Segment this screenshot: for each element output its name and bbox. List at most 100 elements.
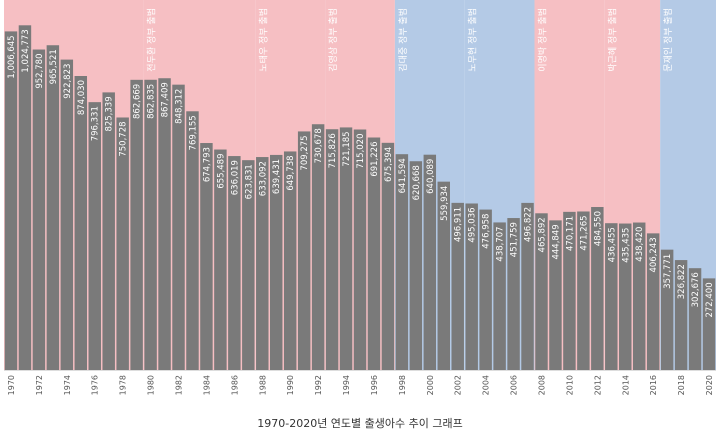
value-label: 715,020 bbox=[356, 133, 366, 168]
value-label: 796,331 bbox=[91, 106, 101, 141]
value-label: 451,759 bbox=[510, 222, 520, 257]
value-label: 1,006,645 bbox=[7, 35, 17, 78]
value-labels: 1,006,645 1,024,773 952,780 965,521 922,823 8… bbox=[7, 29, 715, 317]
value-label: 848,312 bbox=[175, 89, 185, 124]
x-tick-label: 1998 bbox=[398, 375, 407, 395]
value-label: 674,793 bbox=[202, 147, 212, 182]
x-tick-label: 1996 bbox=[370, 375, 379, 395]
value-label: 272,400 bbox=[705, 282, 715, 317]
x-tick-label: 1988 bbox=[258, 375, 267, 395]
bar bbox=[18, 25, 32, 371]
value-label: 326,822 bbox=[677, 264, 687, 299]
bar bbox=[660, 249, 674, 370]
bar bbox=[214, 149, 227, 370]
x-tick-label: 2012 bbox=[593, 375, 602, 395]
era-label: 노태우 정부 출범 bbox=[258, 8, 269, 72]
x-tick-label: 1990 bbox=[286, 375, 295, 395]
value-label: 965,521 bbox=[49, 49, 59, 84]
value-label: 655,489 bbox=[216, 154, 226, 189]
bar bbox=[423, 154, 437, 370]
value-label: 640,089 bbox=[426, 159, 436, 194]
bar bbox=[74, 76, 88, 370]
bar bbox=[325, 129, 339, 370]
x-tick-label: 2020 bbox=[705, 375, 714, 395]
value-label: 435,435 bbox=[621, 228, 631, 263]
bar bbox=[465, 203, 478, 370]
x-tick-label: 2000 bbox=[426, 375, 435, 395]
value-label: 862,835 bbox=[147, 84, 157, 119]
x-tick-label: 1976 bbox=[91, 375, 100, 395]
value-label: 709,275 bbox=[300, 135, 310, 170]
value-label: 436,455 bbox=[607, 227, 617, 262]
bar bbox=[144, 79, 157, 370]
value-label: 825,339 bbox=[105, 96, 115, 131]
value-label: 750,728 bbox=[119, 121, 129, 156]
bar bbox=[632, 222, 646, 370]
value-label: 623,831 bbox=[244, 164, 254, 199]
bar bbox=[437, 181, 450, 370]
value-label: 438,707 bbox=[496, 226, 506, 261]
value-label: 636,019 bbox=[230, 160, 240, 195]
value-label: 465,892 bbox=[537, 217, 547, 252]
x-tick-label: 1986 bbox=[230, 375, 239, 395]
bar bbox=[32, 49, 46, 370]
bar bbox=[381, 142, 395, 370]
value-label: 721,185 bbox=[342, 131, 352, 166]
bar bbox=[507, 218, 520, 370]
value-label: 633,092 bbox=[258, 161, 268, 196]
bar bbox=[158, 78, 171, 370]
bar bbox=[688, 268, 702, 370]
value-label: 496,822 bbox=[524, 207, 534, 242]
bars bbox=[4, 25, 716, 371]
bar bbox=[228, 156, 241, 370]
x-tick-label: 2002 bbox=[454, 375, 463, 395]
x-tick-label: 1984 bbox=[202, 375, 211, 395]
value-label: 1,024,773 bbox=[21, 29, 31, 72]
era-label: 노무현 정부 출범 bbox=[468, 8, 479, 72]
value-label: 867,409 bbox=[161, 82, 171, 117]
value-label: 357,771 bbox=[663, 254, 673, 289]
x-tick-label: 2018 bbox=[677, 375, 686, 395]
era-label: 김대중 정부 출범 bbox=[397, 8, 409, 72]
x-tick-label: 1980 bbox=[147, 375, 156, 395]
x-tick-label: 2008 bbox=[537, 375, 546, 395]
value-label: 715,826 bbox=[328, 133, 338, 168]
bar bbox=[116, 117, 129, 371]
value-label: 730,678 bbox=[314, 128, 324, 163]
value-label: 639,431 bbox=[272, 159, 282, 194]
value-label: 559,934 bbox=[440, 186, 450, 221]
value-label: 496,911 bbox=[454, 207, 464, 242]
x-tick-label: 1972 bbox=[35, 375, 44, 395]
chart-title: 1970-2020년 연도별 출생아수 추이 그래프 bbox=[257, 417, 463, 430]
bar bbox=[283, 151, 297, 370]
value-label: 302,676 bbox=[691, 272, 701, 307]
bar bbox=[130, 79, 143, 370]
value-label: 769,155 bbox=[188, 115, 198, 150]
bar bbox=[577, 211, 590, 370]
value-label: 406,243 bbox=[649, 237, 659, 272]
value-label: 438,420 bbox=[635, 227, 645, 262]
bar bbox=[674, 260, 688, 370]
bar bbox=[605, 223, 618, 370]
bar bbox=[88, 102, 101, 370]
value-label: 444,849 bbox=[551, 224, 561, 259]
bar bbox=[172, 84, 185, 370]
bar bbox=[256, 157, 269, 370]
bar bbox=[311, 124, 325, 370]
value-label: 620,668 bbox=[412, 165, 422, 200]
bar bbox=[60, 59, 74, 371]
x-tick-label: 1994 bbox=[342, 375, 351, 395]
value-label: 691,226 bbox=[370, 141, 380, 176]
x-tick-label: 1982 bbox=[175, 375, 184, 395]
era-label: 이명박 정부 출범 bbox=[537, 8, 548, 72]
value-label: 675,394 bbox=[384, 147, 394, 182]
bar bbox=[479, 209, 492, 370]
x-tick-label: 2016 bbox=[649, 375, 658, 395]
bar bbox=[619, 223, 632, 370]
value-label: 862,669 bbox=[133, 84, 143, 119]
bar bbox=[367, 137, 381, 370]
x-tick-label: 2006 bbox=[510, 375, 519, 395]
x-tick-label: 2010 bbox=[565, 375, 574, 395]
x-tick-label: 2014 bbox=[621, 375, 630, 395]
